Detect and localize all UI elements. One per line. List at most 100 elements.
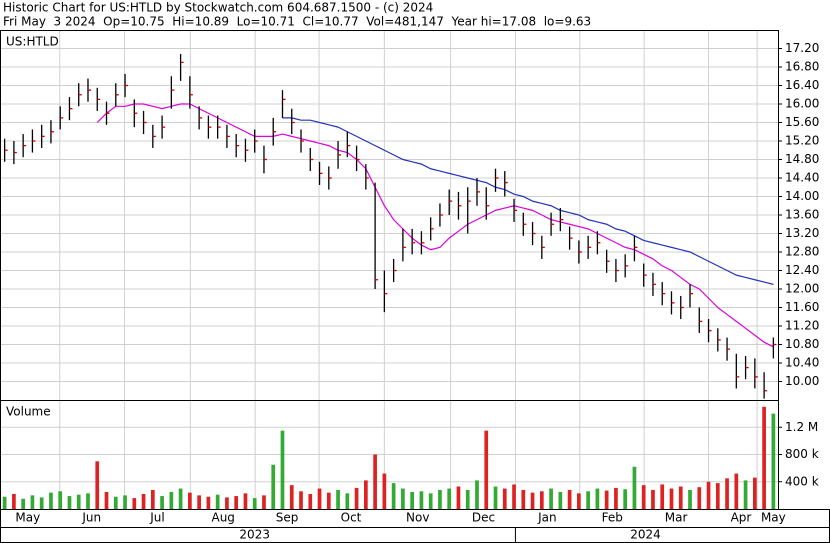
y-tick-label: 10.00	[785, 374, 819, 388]
y-tick-label: 16.40	[785, 78, 819, 92]
volume-bar	[215, 494, 220, 509]
volume-bar	[326, 492, 331, 509]
x-tick-label: Sep	[276, 511, 299, 525]
volume-bar	[49, 492, 53, 509]
y-tick-label: 16.00	[785, 97, 819, 111]
volume-bar	[595, 488, 600, 509]
y-tick-label: 17.20	[785, 41, 819, 55]
volume-bar	[141, 494, 146, 509]
y-tick-label: 13.60	[785, 208, 819, 222]
volume-bar	[419, 491, 424, 509]
volume-bar	[197, 495, 201, 509]
volume-bar	[604, 490, 609, 509]
panel-title: US:HTLD	[6, 35, 59, 49]
volume-bar	[484, 430, 489, 509]
volume-bar	[715, 483, 720, 509]
y-tick-label: 800 k	[785, 447, 819, 461]
volume-bar	[447, 488, 452, 509]
volume-bar	[308, 494, 313, 509]
volume-bar	[336, 489, 340, 509]
volume-bar	[76, 494, 81, 509]
volume-bar	[651, 489, 655, 509]
moving-average	[282, 117, 774, 285]
volume-bar	[280, 430, 285, 509]
volume-bar	[660, 484, 665, 509]
x-tick-label: May	[15, 511, 40, 525]
volume-bar	[363, 480, 368, 509]
volume-bar	[299, 491, 303, 509]
volume-bar	[530, 492, 535, 509]
y-tick-label: 10.40	[785, 356, 819, 370]
volume-bar	[512, 484, 516, 509]
y-tick-label: 14.80	[785, 152, 819, 166]
y-tick-label: 14.40	[785, 171, 819, 185]
volume-bar	[428, 493, 433, 509]
volume-bar	[678, 486, 683, 509]
volume-bar	[632, 466, 637, 509]
volume-bar	[373, 454, 377, 509]
panel-title: Volume	[6, 405, 51, 419]
volume-bar	[669, 488, 674, 509]
volume-bar	[697, 487, 702, 509]
volume-bar	[169, 491, 174, 509]
volume-bar	[21, 498, 26, 509]
volume-bar	[456, 486, 461, 509]
volume-bar	[262, 495, 266, 509]
volume-bar	[502, 488, 507, 509]
y-tick-label: 12.80	[785, 245, 819, 259]
volume-bar	[234, 496, 239, 509]
x-tick-label: Nov	[406, 511, 429, 525]
volume-bar	[465, 489, 470, 509]
volume-bar	[641, 485, 646, 509]
moving-average	[96, 103, 774, 348]
volume-bar	[252, 498, 257, 509]
volume-bar	[688, 489, 692, 509]
x-tick-label: Jun	[81, 511, 101, 525]
y-tick-label: 10.80	[785, 337, 819, 351]
volume-bar	[725, 478, 729, 509]
y-tick-label: 1.2 M	[785, 420, 818, 434]
volume-bar	[521, 489, 526, 509]
volume-bar	[734, 473, 739, 509]
y-tick-label: 14.00	[785, 189, 819, 203]
volume-bar	[289, 485, 294, 509]
volume-bar	[577, 493, 581, 509]
x-tick-label: Jan	[537, 511, 557, 525]
volume-bar	[475, 480, 479, 509]
x-tick-label: Dec	[472, 511, 495, 525]
volume-bar	[2, 496, 7, 509]
year-label: 2024	[630, 528, 661, 542]
header-line2: Fri May 3 2024 Op=10.75 Hi=10.89 Lo=10.7…	[3, 15, 591, 29]
volume-bar	[438, 489, 442, 509]
y-tick-label: 15.60	[785, 115, 819, 129]
volume-bar	[113, 496, 118, 509]
y-tick-label: 13.20	[785, 226, 819, 240]
volume-bar	[752, 477, 757, 509]
header-line1: Historic Chart for US:HTLD by Stockwatch…	[3, 1, 433, 15]
x-tick-label: Feb	[602, 511, 623, 525]
x-tick-label: Oct	[341, 511, 362, 525]
volume-bar	[623, 489, 628, 509]
volume-bar	[104, 491, 109, 509]
volume-bar	[410, 491, 415, 509]
y-tick-label: 16.80	[785, 60, 819, 74]
volume-bar	[317, 488, 322, 509]
volume-bar	[354, 487, 359, 509]
volume-bar	[567, 489, 572, 509]
volume-bar	[586, 491, 590, 509]
volume-bar	[771, 413, 776, 509]
volume-bar	[206, 496, 211, 509]
y-tick-label: 12.40	[785, 263, 819, 277]
x-tick-label: Apr	[731, 511, 752, 525]
volume-bar	[743, 480, 748, 509]
y-tick-label: 400 k	[785, 474, 819, 488]
volume-bar	[243, 493, 248, 509]
volume-bar	[58, 491, 63, 509]
volume-bar	[30, 495, 35, 509]
volume-bar	[123, 495, 127, 509]
volume-bar	[391, 483, 396, 509]
y-tick-label: 12.00	[785, 282, 819, 296]
x-tick-label: Aug	[211, 511, 234, 525]
